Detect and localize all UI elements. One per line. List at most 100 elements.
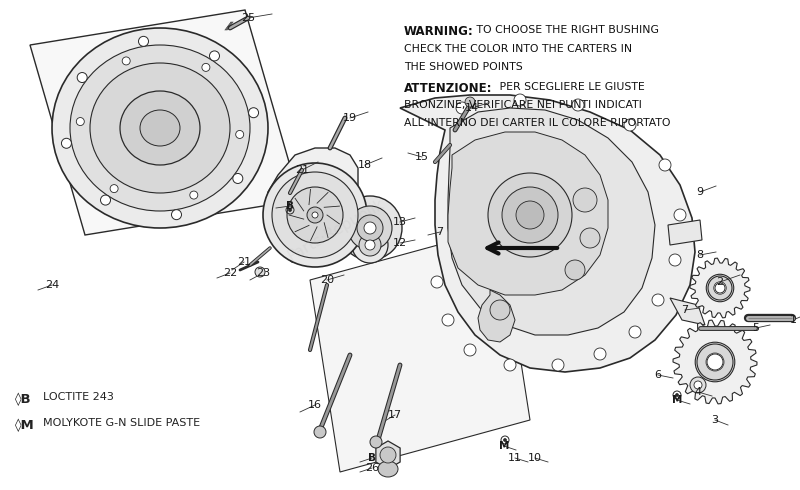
Ellipse shape <box>90 63 230 193</box>
Circle shape <box>255 267 265 277</box>
Ellipse shape <box>359 234 381 256</box>
Circle shape <box>110 185 118 193</box>
Circle shape <box>464 344 476 356</box>
Circle shape <box>706 274 734 302</box>
Circle shape <box>572 99 584 111</box>
Polygon shape <box>310 228 530 472</box>
Text: 3: 3 <box>711 415 718 425</box>
Polygon shape <box>668 220 702 245</box>
Ellipse shape <box>348 206 392 250</box>
Text: 1: 1 <box>790 315 797 325</box>
Ellipse shape <box>272 172 358 258</box>
Polygon shape <box>670 298 705 325</box>
Circle shape <box>370 436 382 448</box>
Circle shape <box>708 276 732 300</box>
Circle shape <box>674 209 686 221</box>
Text: 20: 20 <box>320 275 334 285</box>
Text: 7: 7 <box>437 227 443 237</box>
Polygon shape <box>376 441 400 469</box>
Circle shape <box>488 173 572 257</box>
Circle shape <box>652 294 664 306</box>
Text: M: M <box>499 441 509 451</box>
Circle shape <box>714 282 726 294</box>
Text: M: M <box>672 395 682 405</box>
Circle shape <box>573 188 597 212</box>
Circle shape <box>171 210 182 220</box>
Text: 16: 16 <box>308 400 322 410</box>
Text: LOCTITE 243: LOCTITE 243 <box>36 392 114 402</box>
Circle shape <box>233 173 243 183</box>
Circle shape <box>594 348 606 360</box>
Ellipse shape <box>52 28 268 228</box>
Text: 19: 19 <box>343 113 357 123</box>
Text: 21: 21 <box>295 165 309 175</box>
Ellipse shape <box>338 196 402 260</box>
Circle shape <box>138 36 149 47</box>
Circle shape <box>695 342 734 382</box>
Text: 13: 13 <box>393 217 407 227</box>
Circle shape <box>442 314 454 326</box>
Polygon shape <box>690 258 750 318</box>
Circle shape <box>504 359 516 371</box>
Text: 9: 9 <box>697 187 703 197</box>
Polygon shape <box>400 95 695 372</box>
Text: THE SHOWED POINTS: THE SHOWED POINTS <box>404 62 522 72</box>
Text: PER SCEGLIERE LE GIUSTE: PER SCEGLIERE LE GIUSTE <box>496 82 645 92</box>
Circle shape <box>565 260 585 280</box>
Text: 5: 5 <box>753 323 759 333</box>
Circle shape <box>380 447 396 463</box>
Circle shape <box>706 353 724 371</box>
Circle shape <box>249 108 258 118</box>
Polygon shape <box>448 132 608 295</box>
Polygon shape <box>478 290 515 342</box>
Text: 4: 4 <box>694 387 702 397</box>
Circle shape <box>580 228 600 248</box>
Circle shape <box>122 57 130 65</box>
Circle shape <box>516 201 544 229</box>
Text: Parts·Republik: Parts·Republik <box>285 196 387 264</box>
Circle shape <box>190 191 198 199</box>
Circle shape <box>552 359 564 371</box>
Circle shape <box>456 102 468 114</box>
Text: 23: 23 <box>256 268 270 278</box>
Text: 18: 18 <box>358 160 372 170</box>
Ellipse shape <box>287 187 343 243</box>
Text: 24: 24 <box>45 280 59 290</box>
Circle shape <box>465 97 475 107</box>
Circle shape <box>629 326 641 338</box>
Circle shape <box>502 187 558 243</box>
Circle shape <box>697 344 733 380</box>
Text: 17: 17 <box>388 410 402 420</box>
Text: 7: 7 <box>682 305 689 315</box>
Text: 14: 14 <box>465 103 479 113</box>
Circle shape <box>364 222 376 234</box>
Circle shape <box>307 207 323 223</box>
Text: 8: 8 <box>697 250 703 260</box>
Ellipse shape <box>263 163 367 267</box>
Polygon shape <box>30 10 300 235</box>
Text: 10: 10 <box>528 453 542 463</box>
Polygon shape <box>265 148 358 265</box>
Text: 11: 11 <box>508 453 522 463</box>
Text: 2: 2 <box>717 277 723 287</box>
Circle shape <box>503 439 506 441</box>
Ellipse shape <box>352 227 388 263</box>
Circle shape <box>236 130 244 139</box>
Text: 6: 6 <box>654 370 662 380</box>
Polygon shape <box>448 108 655 335</box>
Circle shape <box>707 354 723 370</box>
Ellipse shape <box>70 45 250 211</box>
Text: 15: 15 <box>415 152 429 162</box>
Circle shape <box>694 381 702 389</box>
Circle shape <box>202 63 210 72</box>
Circle shape <box>490 300 510 320</box>
Circle shape <box>624 119 636 131</box>
Polygon shape <box>673 320 757 404</box>
Circle shape <box>690 377 706 393</box>
Circle shape <box>431 276 443 288</box>
Text: 25: 25 <box>241 13 255 23</box>
Text: MOLYKOTE G-N SLIDE PASTE: MOLYKOTE G-N SLIDE PASTE <box>36 418 200 428</box>
Text: ATTENZIONE:: ATTENZIONE: <box>404 82 493 95</box>
Text: BRONZINE, VERIFICARE NEI PUNTI INDICATI: BRONZINE, VERIFICARE NEI PUNTI INDICATI <box>404 100 642 110</box>
Circle shape <box>77 73 87 82</box>
